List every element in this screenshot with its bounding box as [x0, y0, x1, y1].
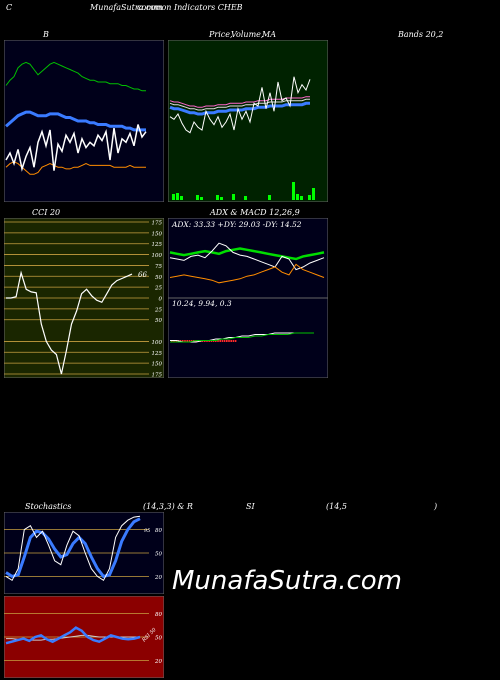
macd-text: 10.24, 9.94, 0.3: [172, 299, 232, 308]
cci-chart: 175 150 125 100 75 50 25 0 25 50 100 125 150 175 66: [4, 218, 164, 378]
price-line: [169, 76, 311, 134]
bollinger-panel: [4, 40, 164, 202]
rsi-level-label: 80: [155, 612, 162, 618]
stoch-k-line: [5, 515, 141, 582]
cci-level-label: 100: [152, 253, 163, 259]
price-ma-panel: [168, 40, 328, 202]
macd-hist-bar: [190, 340, 193, 342]
cci-title: CCI 20: [32, 208, 61, 217]
volume-bar: [268, 195, 271, 200]
macd-hist-bar: [230, 340, 232, 342]
macd-line: [170, 332, 314, 343]
cci-level-label: 100: [152, 340, 163, 346]
watermark: MunafaSutra.com: [172, 566, 403, 596]
stoch-title-a: Stochastics: [25, 502, 72, 511]
volume-bar: [176, 193, 179, 200]
cci-level-label: 25: [154, 307, 162, 313]
adx-macd-title: ADX & MACD 12,26,9: [210, 208, 300, 217]
cci-level-label: 125: [152, 242, 163, 248]
volume-bar: [308, 195, 311, 200]
stoch-panel: 80 50 20 95: [4, 512, 164, 594]
upper-band-line: [5, 61, 146, 92]
adx-line: [169, 247, 325, 261]
bollinger-chart: [4, 40, 164, 202]
rsi-panel: 80 50 20 RSI 50: [4, 596, 164, 678]
cci-level-label: 175: [152, 373, 163, 379]
stoch-d-line: [5, 517, 141, 579]
site-title[interactable]: MunafaSutra.com: [90, 3, 163, 12]
price-line: [5, 124, 147, 172]
macd-hist-bar: [221, 340, 224, 342]
rsi-level-label: 20: [154, 659, 162, 665]
cci-level-label: 75: [155, 264, 162, 270]
macd-hist-bar: [217, 340, 219, 342]
adx-macd-chart: ADX: 33.33 +DY: 29.03 -DY: 14.52 10.24, …: [168, 218, 328, 378]
adx-text: ADX: 33.33 +DY: 29.03 -DY: 14.52: [171, 220, 302, 229]
bands-title: Bands 20,2: [398, 30, 444, 39]
macd-hist-bar: [188, 340, 191, 342]
macd-hist-bar: [232, 340, 235, 342]
cci-level-label: 50: [155, 318, 162, 324]
volume-bar: [180, 196, 183, 200]
volume-bar: [292, 182, 295, 200]
middle-band-line: [5, 110, 146, 132]
cci-level-label: 25: [154, 286, 162, 292]
cci-level-label: 150: [152, 362, 163, 368]
lower-band-line: [5, 161, 146, 175]
macd-hist-bar: [186, 340, 188, 342]
macd-hist-bar: [184, 340, 186, 342]
ma-line-white: [169, 98, 310, 111]
ma-line-pink: [169, 96, 310, 108]
volume-bar: [232, 194, 235, 200]
volume-bar: [220, 197, 223, 200]
cci-level-label: 0: [159, 297, 163, 303]
volume-bar: [200, 197, 203, 200]
macd-hist-bar: [228, 340, 230, 342]
minus-di-line: [169, 263, 325, 284]
signal-line: [170, 332, 314, 343]
volume-bar: [244, 196, 247, 200]
price-title-a: Price,: [209, 30, 233, 39]
stoch-title-e: ): [434, 502, 438, 511]
price-title-c: MA: [262, 30, 276, 39]
price-ma-chart: [168, 40, 328, 202]
stoch-level-label: 50: [155, 552, 162, 558]
cci-level-label: 50: [155, 275, 162, 281]
macd-hist-bar: [223, 340, 226, 342]
stoch-level-label: 80: [155, 528, 162, 534]
volume-bar: [196, 195, 199, 200]
stoch-title-d: (14,5: [326, 502, 347, 511]
rsi-line: [5, 626, 141, 645]
macd-hist-bar: [226, 340, 228, 342]
volume-bar: [172, 194, 175, 200]
stoch-title-c: SI: [246, 502, 255, 511]
title-overlap: common Indicators CHEB: [137, 3, 243, 12]
cci-level-label: 150: [152, 231, 163, 237]
price-title-b: Volume,: [231, 30, 264, 39]
cci-line: [6, 270, 133, 375]
volume-bar: [300, 196, 303, 200]
cci-level-label: 125: [152, 351, 163, 357]
stoch-title-b: (14,3,3) & R: [143, 502, 193, 511]
stoch-level-label: 20: [154, 575, 162, 581]
plus-di-line: [169, 242, 325, 271]
cci-panel: 175 150 125 100 75 50 25 0 25 50 100 125 150 175 66: [4, 218, 164, 378]
bollinger-title: B: [43, 30, 49, 39]
volume-bar: [312, 188, 315, 200]
rsi-level-label: 50: [155, 636, 162, 642]
macd-hist-bar: [234, 340, 237, 342]
volume-bar: [296, 194, 299, 200]
cci-last-value: 66: [138, 271, 147, 279]
stoch-chart: 80 50 20 95: [4, 512, 164, 594]
cci-level-label: 175: [152, 221, 163, 227]
adx-macd-panel: ADX: 33.33 +DY: 29.03 -DY: 14.52 10.24, …: [168, 218, 328, 378]
ma-line-blue: [169, 101, 310, 116]
macd-hist-bar: [219, 340, 221, 342]
volume-bar: [216, 195, 219, 200]
c-label: C: [6, 3, 13, 12]
stoch-end-label: 95: [144, 528, 150, 534]
macd-hist-bar: [182, 340, 184, 342]
